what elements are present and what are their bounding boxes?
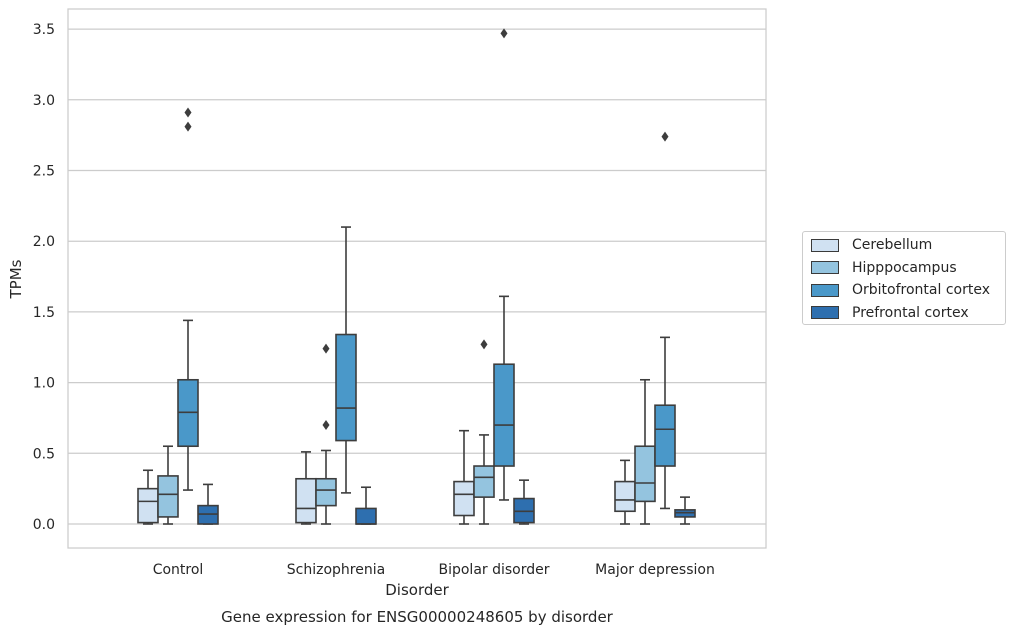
box-orbitofrontal-cortex <box>177 107 199 491</box>
iqr-box <box>493 363 515 467</box>
iqr-box <box>355 507 377 525</box>
y-tick-label: 3.5 <box>33 22 55 38</box>
box-orbitofrontal-cortex <box>335 226 357 494</box>
x-axis-ticks: Control Schizophrenia Bipolar disorder Majo… <box>153 562 715 578</box>
x-tick-label: Schizophrenia <box>287 562 385 578</box>
legend-item: Cerebellum <box>811 236 932 254</box>
iqr-box <box>473 465 495 498</box>
box-cerebellum <box>137 469 159 525</box>
y-tick-label: 2.0 <box>33 234 55 250</box>
outlier-point <box>184 121 192 132</box>
chart-caption: Gene expression for ENSG00000248605 by d… <box>221 608 614 626</box>
legend-swatch <box>811 238 839 252</box>
box-prefrontal-cortex <box>674 496 696 525</box>
legend-label: Prefrontal cortex <box>852 304 969 321</box>
y-tick-label: 1.0 <box>33 376 55 392</box>
y-tick-label: 0.0 <box>33 517 55 533</box>
box-prefrontal-cortex <box>355 486 377 525</box>
legend-item: Prefrontal cortex <box>811 304 969 322</box>
box-hipppocampus <box>315 343 337 525</box>
legend-swatch <box>811 261 839 274</box>
y-tick-label: 3.0 <box>33 93 55 109</box>
iqr-box <box>137 487 159 524</box>
legend: Cerebellum Hipppocampus Orbitofrontal cort… <box>802 231 1006 325</box>
legend-swatch <box>811 283 839 297</box>
outlier-point <box>322 343 330 354</box>
x-tick-label: Control <box>153 562 204 578</box>
x-tick-label: Bipolar disorder <box>438 562 549 578</box>
y-axis-ticks: 0.0 0.5 1.0 1.5 2.0 2.5 3.0 3.5 <box>33 22 55 533</box>
legend-item: Hipppocampus <box>811 259 957 277</box>
iqr-box <box>315 477 337 507</box>
outlier-point <box>322 420 330 431</box>
legend-label: Hipppocampus <box>852 259 957 276</box>
iqr-box <box>453 480 475 517</box>
y-tick-label: 1.5 <box>33 305 55 321</box>
outlier-point <box>184 107 192 118</box>
box-cerebellum <box>614 459 636 525</box>
x-tick-label: Major depression <box>595 562 715 578</box>
box-hipppocampus <box>634 378 656 525</box>
iqr-box <box>634 445 656 503</box>
iqr-box <box>335 333 357 442</box>
y-axis-title: TPMs <box>7 259 25 299</box>
legend-item: Orbitofrontal cortex <box>811 281 990 299</box>
outlier-point <box>661 131 669 142</box>
legend-swatch <box>811 306 839 319</box>
legend-label: Orbitofrontal cortex <box>852 282 990 298</box>
box-prefrontal-cortex <box>513 479 535 525</box>
legend-label: Cerebellum <box>852 237 933 253</box>
outlier-point <box>480 339 488 350</box>
box-orbitofrontal-cortex <box>654 131 676 510</box>
y-tick-label: 0.5 <box>33 446 55 462</box>
box-hipppocampus <box>473 339 495 525</box>
iqr-box <box>654 404 676 467</box>
x-axis-title: Disorder <box>385 581 449 599</box>
outlier-point <box>500 28 508 39</box>
plot-area <box>67 8 767 549</box>
box-hipppocampus <box>157 445 179 525</box>
iqr-box <box>157 475 179 518</box>
iqr-box <box>614 480 636 513</box>
box-cerebellum <box>453 429 475 525</box>
box-orbitofrontal-cortex <box>493 28 515 501</box>
iqr-box <box>295 477 317 524</box>
y-tick-label: 2.5 <box>33 164 55 180</box>
box-prefrontal-cortex <box>197 483 219 525</box>
boxes <box>137 28 696 525</box>
